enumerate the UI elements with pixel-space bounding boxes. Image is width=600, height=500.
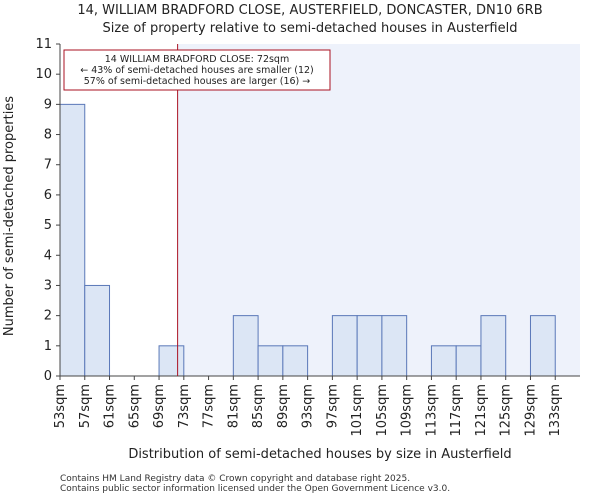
bar-129sqm: [529, 315, 556, 377]
x-tick-label: 69sqm: [152, 384, 167, 428]
x-tick-label: 121sqm: [474, 384, 489, 437]
y-tick-label: 11: [35, 37, 52, 52]
x-axis-label: Distribution of semi-detached houses by …: [128, 447, 511, 462]
x-tick-label: 97sqm: [325, 384, 340, 428]
bar-53sqm: [59, 103, 86, 377]
y-tick-label: 9: [44, 97, 52, 112]
bar-117sqm: [455, 345, 482, 377]
bar-113sqm: [430, 345, 457, 377]
footer-copyright: Contains HM Land Registry data © Crown c…: [60, 474, 411, 484]
x-tick-label: 89sqm: [276, 384, 291, 428]
y-tick-label: 3: [44, 278, 52, 293]
x-tick-label: 113sqm: [424, 384, 439, 437]
annotation-box: [63, 49, 331, 91]
x-tick-label: 61sqm: [103, 384, 118, 428]
annotation-line-3: 57% of semi-detached houses are larger (…: [84, 76, 311, 87]
bar-101sqm: [356, 315, 383, 377]
bar-81sqm: [232, 315, 259, 377]
y-tick-label: 8: [44, 128, 52, 143]
x-tick-label: 57sqm: [78, 384, 93, 428]
y-axis-label: Number of semi-detached properties: [2, 96, 17, 336]
x-tick-label: 129sqm: [523, 384, 538, 437]
x-tick-label: 133sqm: [548, 384, 563, 437]
bar-105sqm: [381, 315, 408, 377]
bar-69sqm: [158, 345, 185, 377]
x-tick-label: 73sqm: [177, 384, 192, 428]
bar-57sqm: [84, 284, 111, 377]
x-tick-label: 77sqm: [202, 384, 217, 428]
x-tick-label: 93sqm: [301, 384, 316, 428]
x-tick-label: 65sqm: [127, 384, 142, 428]
bar-85sqm: [257, 345, 284, 377]
annotation-line-2: ← 43% of semi-detached houses are smalle…: [80, 65, 314, 76]
y-tick-label: 10: [35, 67, 52, 82]
chart-title-line1: 14, WILLIAM BRADFORD CLOSE, AUSTERFIELD,…: [77, 3, 542, 18]
x-tick-label: 125sqm: [499, 384, 514, 437]
y-tick-label: 4: [44, 248, 52, 263]
annotation-line-1: 14 WILLIAM BRADFORD CLOSE: 72sqm: [105, 54, 289, 65]
footer-licence: Contains public sector information licen…: [60, 484, 451, 494]
y-tick-label: 2: [44, 309, 52, 324]
bar-121sqm: [480, 315, 507, 377]
x-tick-label: 81sqm: [226, 384, 241, 428]
x-tick-label: 105sqm: [375, 384, 390, 437]
bar-97sqm: [331, 315, 358, 377]
y-tick-label: 7: [44, 158, 52, 173]
x-tick-label: 53sqm: [53, 384, 68, 428]
y-tick-label: 5: [44, 218, 52, 233]
x-tick-label: 101sqm: [350, 384, 365, 437]
plot-area: 0 1 2 3 4 5 6 7 8 9 10 11 53sqm 57sqm 61sqm 65sqm 69sqm 7…: [35, 37, 580, 437]
x-tick-label: 117sqm: [449, 384, 464, 437]
y-tick-label: 1: [44, 339, 52, 354]
chart-title-line2: Size of property relative to semi-detach…: [103, 21, 518, 36]
x-tick-label: 85sqm: [251, 384, 266, 428]
y-tick-label: 0: [44, 369, 52, 384]
x-tick-label: 109sqm: [400, 384, 415, 437]
y-tick-label: 6: [44, 188, 52, 203]
bar-89sqm: [282, 345, 309, 377]
